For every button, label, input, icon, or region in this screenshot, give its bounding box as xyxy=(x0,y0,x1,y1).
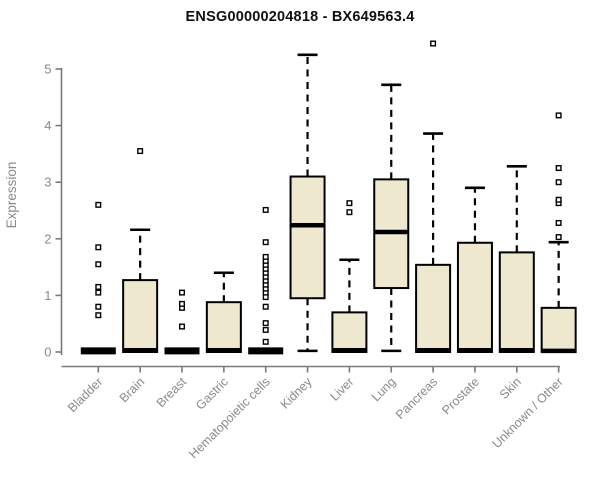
outlier-point xyxy=(555,234,562,241)
outlier-point xyxy=(262,326,269,333)
x-tick-label: Hematopoietic cells xyxy=(186,375,273,462)
outlier-point xyxy=(346,209,353,216)
x-tick-label: Kidney xyxy=(278,374,315,411)
x-tick-label: Bladder xyxy=(65,375,105,415)
x-tick-label: Liver xyxy=(327,375,356,404)
outlier-point xyxy=(555,219,562,226)
outlier-point xyxy=(95,303,102,310)
outlier-point xyxy=(95,289,102,296)
y-tick-label: 5 xyxy=(44,62,51,77)
outlier-point xyxy=(95,261,102,268)
outlier-point xyxy=(262,239,269,246)
outlier-point xyxy=(95,201,102,208)
outlier-point xyxy=(178,289,185,296)
y-tick-label: 0 xyxy=(44,345,51,360)
outlier-point xyxy=(262,338,269,345)
y-tick-label: 3 xyxy=(44,175,51,190)
outlier-point xyxy=(262,253,269,260)
box xyxy=(456,241,493,353)
x-tick-label: Unknown / Other xyxy=(490,375,566,451)
x-tick-label: Prostate xyxy=(439,375,482,418)
outlier-point xyxy=(95,283,102,290)
box xyxy=(122,279,159,354)
outlier-point xyxy=(95,244,102,251)
outlier-point xyxy=(555,165,562,172)
outlier-point xyxy=(262,320,269,327)
outlier-point xyxy=(262,206,269,213)
outlier-point xyxy=(555,196,562,203)
outlier-point xyxy=(346,200,353,207)
x-tick-label: Brain xyxy=(117,375,148,406)
outlier-point xyxy=(555,112,562,119)
box xyxy=(498,251,535,353)
outlier-point xyxy=(262,303,269,310)
y-tick-label: 4 xyxy=(44,118,51,133)
box xyxy=(540,306,577,353)
box xyxy=(289,175,326,300)
outlier-point xyxy=(555,179,562,186)
box xyxy=(205,301,242,353)
y-tick-label: 2 xyxy=(44,231,51,246)
outlier-point xyxy=(430,40,437,47)
x-tick-label: Skin xyxy=(497,375,524,402)
outlier-point xyxy=(137,148,144,155)
x-tick-label: Gastric xyxy=(193,375,231,413)
chart-title: ENSG00000204818 - BX649563.4 xyxy=(185,9,415,25)
box xyxy=(331,311,368,354)
outlier-point xyxy=(178,323,185,330)
outlier-point xyxy=(95,312,102,319)
x-tick-label: Lung xyxy=(369,375,399,405)
x-tick-label: Breast xyxy=(154,374,190,410)
collapsed-box xyxy=(80,347,116,355)
outlier-point xyxy=(178,300,185,307)
x-tick-label: Pancreas xyxy=(393,375,440,422)
collapsed-box xyxy=(248,347,284,355)
y-tick-label: 1 xyxy=(44,288,51,303)
collapsed-box xyxy=(164,347,200,355)
box xyxy=(415,263,452,353)
